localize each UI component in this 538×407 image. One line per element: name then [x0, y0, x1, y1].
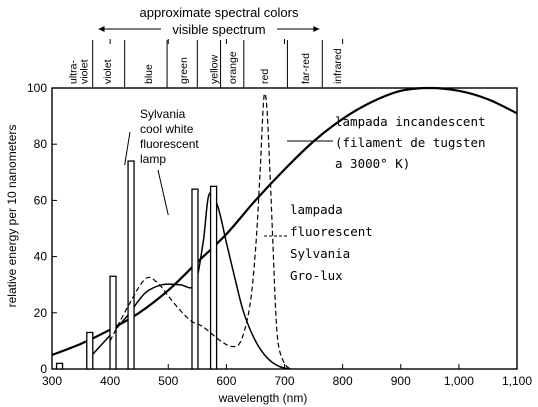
x-tick-label-700: 700 — [274, 374, 294, 388]
incandescent-label-1: (filament de tugsten — [335, 135, 486, 150]
band-label-text-infrared-0: infrared — [332, 48, 344, 84]
band-label-ultra-violet: ultra-violet — [68, 59, 91, 84]
spectral-colors-title: approximate spectral colors — [140, 5, 299, 20]
x-tick-label-500: 500 — [158, 374, 178, 388]
band-label-green: green — [178, 57, 190, 84]
band-label-text-blue-0: blue — [143, 64, 155, 84]
band-label-text-violet-0: violet — [102, 59, 114, 84]
plot-frame — [51, 87, 518, 370]
series-line-2 — [109, 93, 291, 370]
y-tick-label-60: 60 — [34, 193, 48, 207]
grolux-label-2: Sylvania — [290, 246, 350, 261]
y-tick-label-0: 0 — [40, 362, 47, 376]
grolux-label-0: lampada — [290, 202, 343, 217]
band-label-red: red — [259, 69, 271, 84]
band-label-text-ultra-violet-0: ultra- — [68, 60, 80, 84]
series-line-1 — [86, 192, 291, 370]
band-label-orange: orange — [227, 51, 239, 84]
plot-area — [51, 26, 518, 370]
x-tick-label-800: 800 — [333, 374, 353, 388]
x-axis-label: wavelength (nm) — [218, 391, 308, 405]
visible-spectrum-label: visible spectrum — [172, 22, 265, 37]
mercury-line-365 — [86, 331, 94, 370]
grolux-label-3: Gro-lux — [290, 268, 343, 283]
y-tick-label-100: 100 — [27, 81, 47, 95]
band-label-infrared: infrared — [332, 48, 344, 84]
x-tick-label-600: 600 — [216, 374, 236, 388]
y-tick-label-80: 80 — [34, 137, 48, 151]
band-label-blue: blue — [143, 64, 155, 84]
cool-white-leader-2 — [157, 169, 169, 216]
y-tick-label-40: 40 — [34, 250, 48, 264]
cool-white-label-1: cool white — [140, 122, 194, 136]
mercury-line-578 — [209, 185, 218, 370]
visible-arrowhead-right — [313, 26, 320, 32]
cool-white-label-2: fluorescent — [140, 137, 199, 151]
cool-white-label-3: lamp — [140, 152, 166, 166]
y-tick-label-20: 20 — [34, 306, 48, 320]
mercury-line-546 — [191, 188, 199, 370]
mercury-line-313 — [55, 362, 64, 370]
mercury-line-436 — [127, 160, 135, 370]
band-label-violet: violet — [102, 59, 114, 84]
band-label-text-ultra-violet-1: violet — [79, 59, 91, 84]
x-tick-label-400: 400 — [100, 374, 120, 388]
visible-arrowhead-left — [98, 26, 105, 32]
x-tick-label-900: 900 — [391, 374, 411, 388]
x-tick-label-1000: 1,000 — [444, 374, 474, 388]
x-tick-label-1100: 1,100 — [502, 374, 532, 388]
incandescent-label-2: a 3000° K) — [335, 156, 410, 171]
band-label-text-far-red-0: far-red — [300, 53, 312, 84]
band-label-far-red: far-red — [300, 53, 312, 84]
cool-white-leader-1 — [124, 131, 131, 166]
band-label-text-green-0: green — [178, 57, 190, 84]
band-label-text-red-0: red — [259, 69, 271, 84]
cool-white-label-0: Sylvania — [140, 107, 186, 121]
series-layer — [51, 86, 518, 370]
band-label-text-yellow-0: yellow — [209, 54, 221, 84]
x-tick-label-300: 300 — [42, 374, 62, 388]
incandescent-label-0: lampada incandescent — [335, 114, 486, 129]
text-layer: approximate spectral colors visible spec… — [5, 5, 532, 405]
band-label-text-orange-0: orange — [227, 51, 239, 84]
band-label-yellow: yellow — [209, 54, 221, 84]
y-axis-label: relative energy per 10 nanometers — [5, 125, 19, 308]
mercury-line-405 — [109, 275, 117, 370]
grolux-label-1: fluorescent — [290, 224, 373, 239]
